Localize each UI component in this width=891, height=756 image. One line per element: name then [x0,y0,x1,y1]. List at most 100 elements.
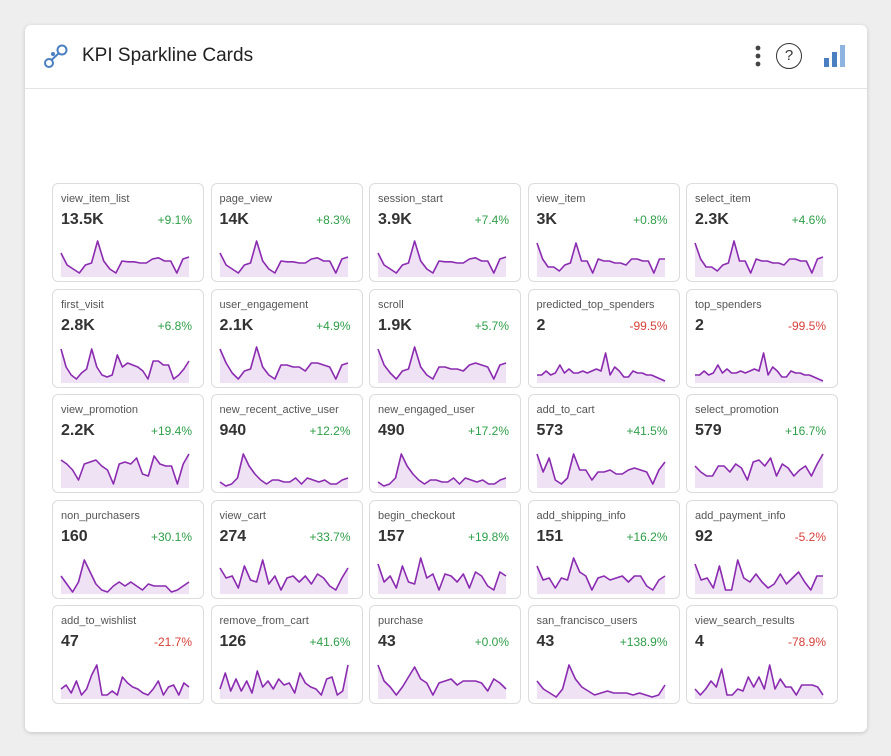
bar-chart-icon[interactable] [822,43,848,69]
panel-header: KPI Sparkline Cards ? [25,25,867,89]
kpi-value: 940 [219,422,247,439]
kpi-change: +138.9% [619,635,668,649]
kpi-card-view-search-results[interactable]: view_search_results 4 -78.9% [686,605,838,704]
kpi-card-first-visit[interactable]: first_visit 2.8K +6.8% [52,288,204,388]
kpi-change: +0.0% [474,635,509,649]
vertical-dots-icon[interactable] [751,43,765,71]
kpi-card-select-item[interactable]: select_item 2.3K +4.6% [686,183,838,282]
kpi-change: -21.7% [153,635,192,649]
kpi-name: session_start [378,193,443,205]
sparkline-area [695,352,823,383]
sparkline-line [694,453,824,481]
kpi-card-page-view[interactable]: page_view 14K +8.3% [210,183,363,282]
kpi-card-purchase[interactable]: purchase 43 +0.0% [369,605,521,704]
sparkline-line [60,558,190,593]
sparkline-line [535,664,666,698]
kpi-value: 3K [536,211,557,228]
sparkline-chart [60,558,190,594]
kpi-value: 573 [536,422,564,439]
kpi-change: +41.5% [626,424,668,438]
kpi-card-top-spenders[interactable]: top_spenders 2 -99.5% [686,288,838,388]
sparkline-line [535,453,666,485]
sparkline-line [377,240,507,274]
kpi-card-add-to-wishlist[interactable]: add_to_wishlist 47 -21.7% [52,605,204,704]
kpi-card-add-to-cart[interactable]: add_to_cart 573 +41.5% [527,394,680,493]
sparkline-chart [219,453,348,488]
kpi-change: -99.5% [629,318,668,333]
sparkline-chart [535,664,666,699]
kpi-card-remove-from-cart[interactable]: remove_from_cart 126 +41.6% [210,605,363,704]
connected-nodes-icon [44,44,68,68]
kpi-card-add-shipping-info[interactable]: add_shipping_info 151 +16.2% [527,499,680,599]
sparkline-area [536,352,665,383]
sparkline-chart [60,240,190,277]
sparkline-chart [218,240,348,277]
sparkline-chart [60,453,190,488]
kpi-card-scroll[interactable]: scroll 1.9K +5.7% [369,288,521,388]
kpi-name: non_purchasers [61,509,140,522]
sparkline-chart [694,664,824,699]
sparkline-area [695,665,823,699]
sparkline-area [219,665,348,699]
kpi-change: +8.3% [316,213,351,227]
kpi-value: 2 [695,316,704,334]
kpi-change: +16.2% [626,529,668,544]
sparkline-area [536,557,665,594]
kpi-name: san_francisco_users [536,615,638,627]
kpi-change: -78.9% [787,635,826,649]
kpi-change: +4.6% [791,213,826,227]
sparkline-area [695,559,823,594]
kpi-name: view_cart [219,509,266,522]
sparkline-line [536,351,665,382]
kpi-value: 151 [536,527,564,545]
kpi-change: +5.7% [474,318,509,333]
sparkline-chart [377,453,507,488]
kpi-card-view-item-list[interactable]: view_item_list 13.5K +9.1% [52,183,204,282]
kpi-name: view_search_results [695,615,795,627]
kpi-value: 2.8K [61,316,95,334]
kpi-card-san-francisco-users[interactable]: san_francisco_users 43 +138.9% [527,605,680,704]
help-button[interactable]: ? [776,43,802,69]
sparkline-line [695,351,824,382]
kpi-name: view_promotion [61,404,139,416]
kpi-name: view_item [536,193,586,205]
kpi-card-select-promotion[interactable]: select_promotion 579 +16.7% [686,394,838,493]
kpi-change: +9.1% [157,213,192,227]
sparkline-area [536,454,665,488]
sparkline-chart [60,664,190,699]
kpi-change: +16.7% [784,424,826,438]
kpi-value: 579 [695,422,722,439]
kpi-name: first_visit [61,298,104,311]
kpi-card-user-engagement[interactable]: user_engagement 2.1K +4.9% [210,288,363,388]
kpi-value: 2 [536,316,546,334]
sparkline-line [218,558,349,591]
kpi-card-add-payment-info[interactable]: add_payment_info 92 -5.2% [686,499,838,599]
sparkline-chart [377,345,507,383]
sparkline-line [377,345,507,380]
kpi-card-session-start[interactable]: session_start 3.9K +7.4% [369,183,521,282]
kpi-card-new-engaged-user[interactable]: new_engaged_user 490 +17.2% [369,394,521,493]
sparkline-line [377,453,507,487]
kpi-value: 14K [219,211,249,228]
kpi-value: 2.1K [219,316,254,334]
kpi-card-begin-checkout[interactable]: begin_checkout 157 +19.8% [369,499,521,599]
kpi-name: new_engaged_user [378,404,475,416]
kpi-card-view-item[interactable]: view_item 3K +0.8% [527,183,680,282]
kpi-card-non-purchasers[interactable]: non_purchasers 160 +30.1% [52,499,204,599]
kpi-name: page_view [219,193,273,205]
sparkline-chart [218,558,349,594]
kpi-value: 490 [378,422,405,439]
sparkline-chart [218,345,348,383]
kpi-card-new-recent-active-user[interactable]: new_recent_active_user 940 +12.2% [210,394,363,493]
sparkline-chart [377,664,507,699]
kpi-value: 126 [219,633,247,650]
sparkline-line [694,664,824,696]
kpi-value: 43 [536,633,555,650]
kpi-card-predicted-top-spenders[interactable]: predicted_top_spenders 2 -99.5% [527,288,680,388]
kpi-card-view-cart[interactable]: view_cart 274 +33.7% [210,499,363,599]
sparkline-area [61,241,189,277]
kpi-value: 2.2K [61,422,95,439]
sparkline-area [536,665,665,699]
kpi-change: +19.4% [150,424,192,438]
kpi-card-view-promotion[interactable]: view_promotion 2.2K +19.4% [52,394,204,493]
